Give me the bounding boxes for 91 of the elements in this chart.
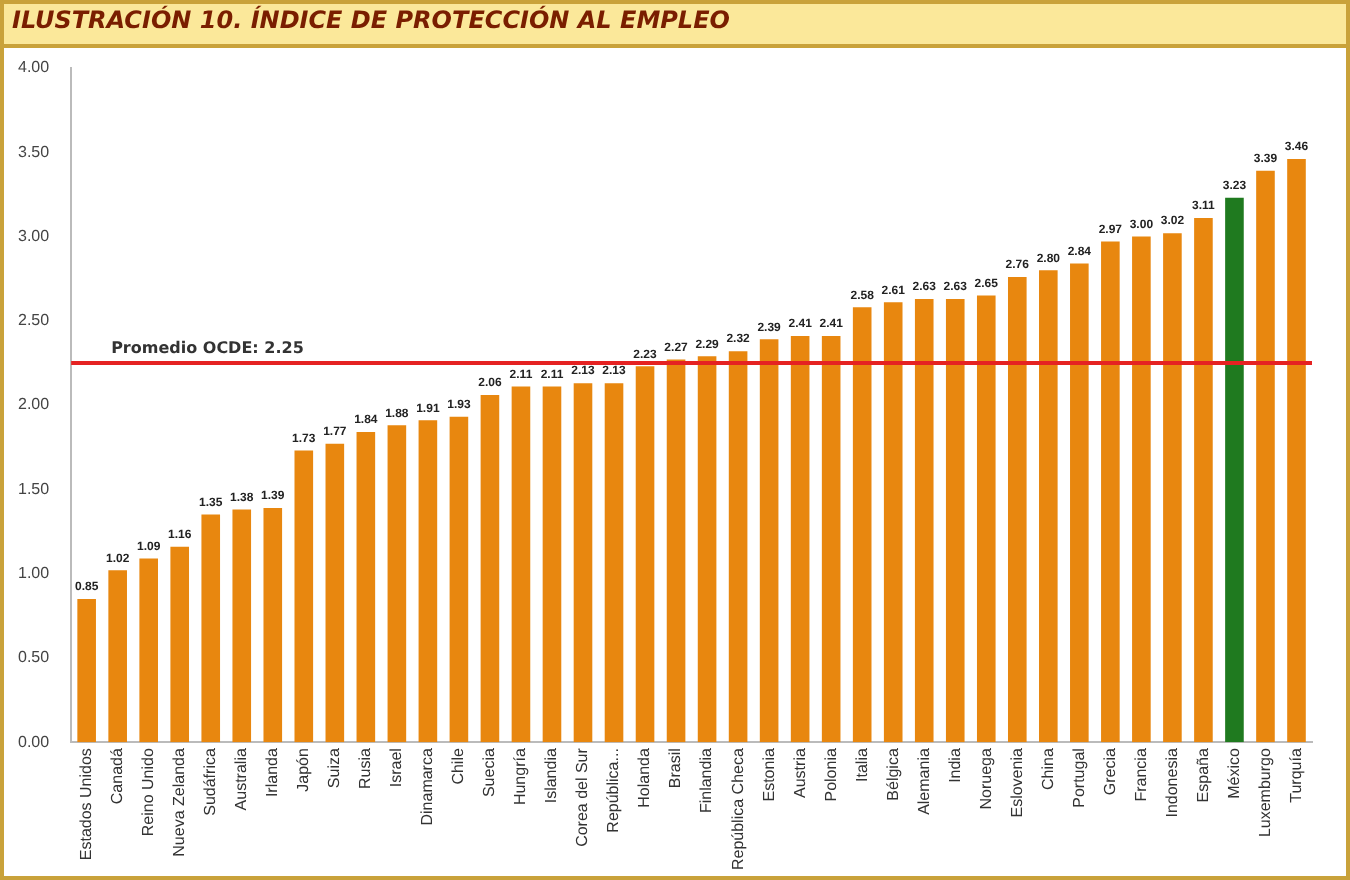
bar [449, 416, 469, 743]
bar [914, 298, 934, 743]
bar [666, 359, 686, 743]
y-tick-label: 1.50 [17, 479, 51, 498]
bar [139, 558, 158, 743]
x-tick-label: Dinamarca [418, 747, 437, 826]
x-tick-label: México [1224, 747, 1243, 799]
x-tick-label: Reino Unido [139, 747, 158, 837]
x-tick-label: Finlandia [697, 747, 716, 814]
bar [108, 570, 127, 743]
bar [759, 339, 779, 743]
x-tick-label: Alemania [914, 747, 933, 815]
bar [387, 425, 407, 743]
y-tick-label: 1.00 [17, 564, 51, 583]
bar [821, 335, 841, 743]
y-tick-label: 0.00 [17, 732, 51, 751]
x-tick-label: República... [604, 748, 623, 833]
x-tick-label: Japón [294, 748, 313, 792]
y-tick-label: 3.00 [17, 226, 51, 245]
bar [356, 432, 376, 743]
x-tick-label: República Checa [728, 747, 747, 871]
x-tick-label: India [945, 747, 964, 783]
x-tick-label: Holanda [635, 747, 654, 808]
bar [1256, 170, 1275, 743]
bar [418, 420, 438, 743]
bar [325, 443, 345, 743]
bar [1039, 270, 1058, 743]
bar [1101, 241, 1120, 743]
x-tick-label: Grecia [1100, 747, 1119, 796]
chart-title: ILUSTRACIÓN 10. ÍNDICE DE PROTECCIÓN AL EMPLEO [4, 4, 1346, 48]
bar [945, 298, 965, 743]
x-tick-label: Luxemburgo [1255, 747, 1274, 838]
x-tick-label: Eslovenia [1007, 747, 1026, 818]
bar [697, 356, 717, 743]
x-tick-label: Nueva Zelanda [170, 747, 189, 857]
bar [170, 546, 190, 743]
x-tick-label: Italia [852, 747, 871, 782]
x-tick-label: Turquía [1286, 747, 1305, 803]
ref-line-label: Promedio OCDE: 2.25 [111, 339, 305, 358]
x-tick-label: Portugal [1069, 747, 1088, 808]
bar [480, 394, 500, 743]
y-tick-label: 4.00 [17, 58, 51, 77]
x-tick-label: Austria [790, 747, 809, 798]
y-tick-label: 2.00 [17, 395, 51, 414]
x-tick-label: Chile [449, 747, 468, 785]
x-tick-label: Suecia [480, 747, 499, 798]
bar [77, 598, 96, 743]
bar [511, 386, 531, 743]
x-tick-label: Corea del Sur [573, 747, 592, 847]
bar [1287, 159, 1306, 743]
x-tick-label: Noruega [976, 747, 995, 810]
bar [263, 507, 283, 743]
x-tick-label: Rusia [356, 747, 375, 790]
bar [883, 302, 903, 743]
x-tick-label: China [1038, 747, 1057, 790]
bar [852, 307, 872, 743]
x-tick-label: Irlanda [263, 747, 282, 798]
bar [573, 383, 593, 743]
bar [728, 351, 748, 743]
x-tick-label: Israel [387, 747, 406, 788]
x-tick-label: Islandia [542, 747, 561, 804]
x-tick-label: Hungría [511, 747, 530, 806]
x-tick-label: Suiza [325, 747, 344, 789]
x-tick-label: España [1193, 747, 1212, 803]
x-tick-label: Estados Unidos [77, 748, 96, 861]
x-tick-label: Sudáfrica [201, 747, 220, 816]
bar [294, 450, 314, 743]
bar [1070, 263, 1089, 743]
x-tick-label: Estonia [759, 747, 778, 802]
bar [1194, 218, 1213, 743]
bar [790, 335, 810, 743]
x-tick-label: Canadá [108, 747, 127, 805]
bar [1163, 233, 1182, 743]
bar [1225, 197, 1244, 743]
y-tick-label: 2.50 [17, 311, 51, 330]
x-tick-label: Bélgica [883, 747, 902, 801]
y-tick-label: 3.50 [17, 142, 51, 161]
bar [542, 386, 562, 743]
bar [1007, 276, 1027, 743]
x-tick-label: Brasil [666, 747, 685, 789]
bar [604, 383, 624, 743]
x-tick-label: Polonia [821, 747, 840, 802]
x-tick-label: Australia [232, 747, 251, 811]
bar [976, 295, 996, 743]
bar [201, 514, 221, 743]
y-tick-label: 0.50 [17, 648, 51, 667]
bar [232, 509, 252, 743]
x-tick-label: Indonesia [1162, 747, 1181, 818]
bar [1132, 236, 1151, 743]
x-tick-label: Francia [1131, 747, 1150, 802]
bar [635, 366, 655, 743]
